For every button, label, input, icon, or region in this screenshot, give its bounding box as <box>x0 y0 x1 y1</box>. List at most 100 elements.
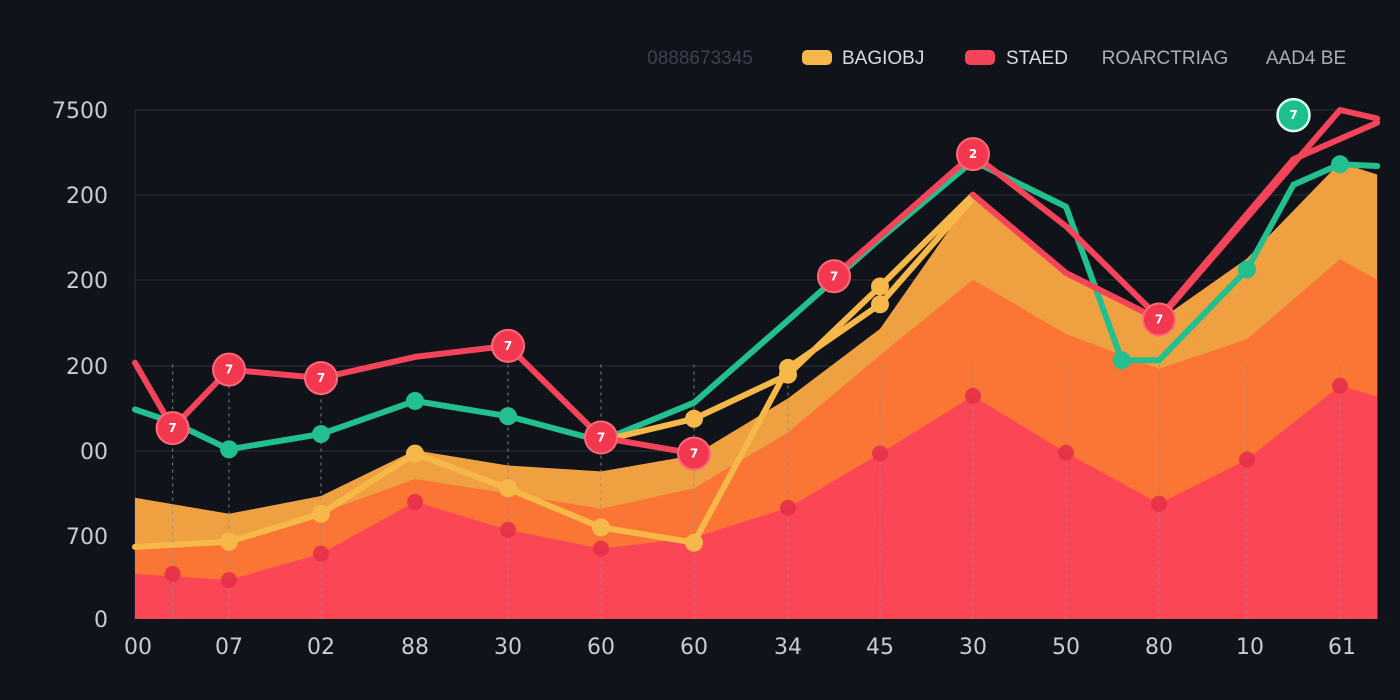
red-line-marker-circle-2 <box>212 352 246 387</box>
red-line-3-marker-label-2: 7 <box>1155 313 1163 327</box>
area-marker-4 <box>500 521 516 538</box>
drop-lines <box>172 364 1341 619</box>
x-tick-label-13: 61 <box>1328 635 1356 660</box>
legend-label-0: 0888673345 <box>647 48 753 69</box>
y-tick-label-5: 700 <box>66 525 108 550</box>
top-green-marker-label: 7 <box>1289 108 1297 122</box>
area-marker-10 <box>1151 495 1167 512</box>
x-tick-label-5: 60 <box>587 635 615 660</box>
x-tick-label-4: 30 <box>494 635 522 660</box>
red-line-marker-circle-5 <box>491 328 525 363</box>
red-line-3-marker-circle-2 <box>1142 302 1176 337</box>
x-tick-label-0: 00 <box>124 635 152 660</box>
red-line-marker-circle-7 <box>677 436 711 471</box>
area-marker-1 <box>221 571 237 588</box>
area-marker-5 <box>593 540 609 557</box>
legend-item-3[interactable]: ROARCTRIAG <box>1102 48 1229 69</box>
y-tick-label-3: 200 <box>66 355 108 380</box>
x-tick-label-12: 10 <box>1236 635 1264 660</box>
red-line-2-marker-circle-1 <box>956 137 990 172</box>
red-line-2-marker-0: 7 <box>817 259 851 294</box>
yellow-line-marker-3 <box>406 444 424 463</box>
red-line-marker-6: 7 <box>584 420 618 455</box>
yellow-line-marker-1 <box>220 532 238 551</box>
area-marker-7 <box>872 445 888 462</box>
red-line-2 <box>831 119 1381 321</box>
area-marker-11 <box>1239 451 1255 468</box>
red-line-marker-circle-6 <box>584 420 618 455</box>
legend-swatch-1 <box>802 50 832 65</box>
red-line-marker-circle-1 <box>155 411 190 446</box>
area-marker-8 <box>965 387 981 404</box>
red-line-marker-2: 7 <box>212 352 246 387</box>
yellow-line-marker-2 <box>312 504 330 523</box>
area-marker-0 <box>164 566 181 583</box>
green-line-marker-14 <box>1238 260 1256 279</box>
x-tick-label-9: 30 <box>959 635 987 660</box>
legend-label-2: STAED <box>1006 48 1068 69</box>
green-line-marker-3 <box>312 425 330 444</box>
red-line-marker-circle-3 <box>304 361 338 396</box>
legend-item-4[interactable]: AAD4 BE <box>1266 48 1346 69</box>
red-line-marker-1: 7 <box>155 411 190 446</box>
x-tick-label-8: 45 <box>866 635 894 660</box>
legend: 0888673345 BAGIOBJ STAED ROARCTRIAG AAD4 BE <box>647 48 1346 69</box>
legend-item-0[interactable]: 0888673345 <box>647 48 753 69</box>
yellow-line-marker-6 <box>685 533 703 552</box>
yellow-line-2-marker-1 <box>685 409 703 428</box>
green-line-marker-12 <box>1112 351 1131 370</box>
red-line-marker-label-7: 7 <box>690 447 698 461</box>
y-tick-label-4: 00 <box>80 440 108 465</box>
area-marker-3 <box>407 493 423 510</box>
red-line-3-marker-2: 7 <box>1142 302 1176 337</box>
x-tick-label-11: 80 <box>1145 635 1173 660</box>
legend-item-1[interactable]: BAGIOBJ <box>802 48 924 69</box>
line-markers: 7 7 7 7 7 7 7 2 7 7 <box>155 97 1349 552</box>
yellow-line-marker-4 <box>499 479 517 498</box>
red-line-marker-label-2: 7 <box>225 363 233 377</box>
red-line-2-marker-1: 2 <box>956 137 990 172</box>
legend-label-1: BAGIOBJ <box>842 48 924 69</box>
y-tick-label-1: 200 <box>66 184 108 209</box>
green-line-marker-16 <box>1331 155 1349 174</box>
yellow-line-marker-8 <box>871 295 889 314</box>
x-tick-label-10: 50 <box>1052 635 1080 660</box>
yellow-line <box>132 195 976 550</box>
red-line-2-marker-label-1: 2 <box>969 147 977 161</box>
red-line-marker-label-5: 7 <box>504 339 512 353</box>
area-marker-12 <box>1332 377 1348 394</box>
red-line-2-marker-circle-0 <box>817 259 851 294</box>
green-line-marker-4 <box>406 391 424 410</box>
red-line-marker-3: 7 <box>304 361 338 396</box>
red-line-2-marker-label-0: 7 <box>830 269 838 283</box>
red-line-marker-label-3: 7 <box>317 371 325 385</box>
y-tick-label-0: 7500 <box>52 99 108 124</box>
area-series <box>135 162 1378 619</box>
area-marker-2 <box>313 545 329 562</box>
y-tick-label-6: 0 <box>94 608 108 633</box>
top-green-marker: 7 <box>1276 97 1311 133</box>
red-line-marker-7: 7 <box>677 436 711 471</box>
area-marker-6 <box>780 499 796 516</box>
green-line-marker-2 <box>220 440 238 459</box>
area-markers <box>164 377 1348 588</box>
red-line-marker-label-1: 7 <box>168 421 176 435</box>
yellow-line-2-marker-3 <box>871 277 889 296</box>
x-axis-ticks: 00 07 02 88 30 60 60 34 45 30 50 80 10 61 <box>124 635 1356 660</box>
y-tick-label-2: 200 <box>66 269 108 294</box>
x-tick-label-1: 07 <box>215 635 243 660</box>
legend-label-4: AAD4 BE <box>1266 48 1346 69</box>
area-bottom <box>135 385 1378 619</box>
legend-item-2[interactable]: STAED <box>965 48 1068 69</box>
x-tick-label-6: 60 <box>680 635 708 660</box>
top-green-marker-circle <box>1276 97 1311 133</box>
x-tick-label-7: 34 <box>774 635 802 660</box>
green-line-marker-5 <box>499 407 517 426</box>
red-line-marker-label-6: 7 <box>597 430 605 444</box>
y-axis-ticks: 7500 200 200 200 00 700 0 <box>52 99 108 633</box>
red-line-marker-5: 7 <box>491 328 525 363</box>
legend-swatch-2 <box>965 50 995 65</box>
yellow-line-marker-5 <box>592 518 610 537</box>
